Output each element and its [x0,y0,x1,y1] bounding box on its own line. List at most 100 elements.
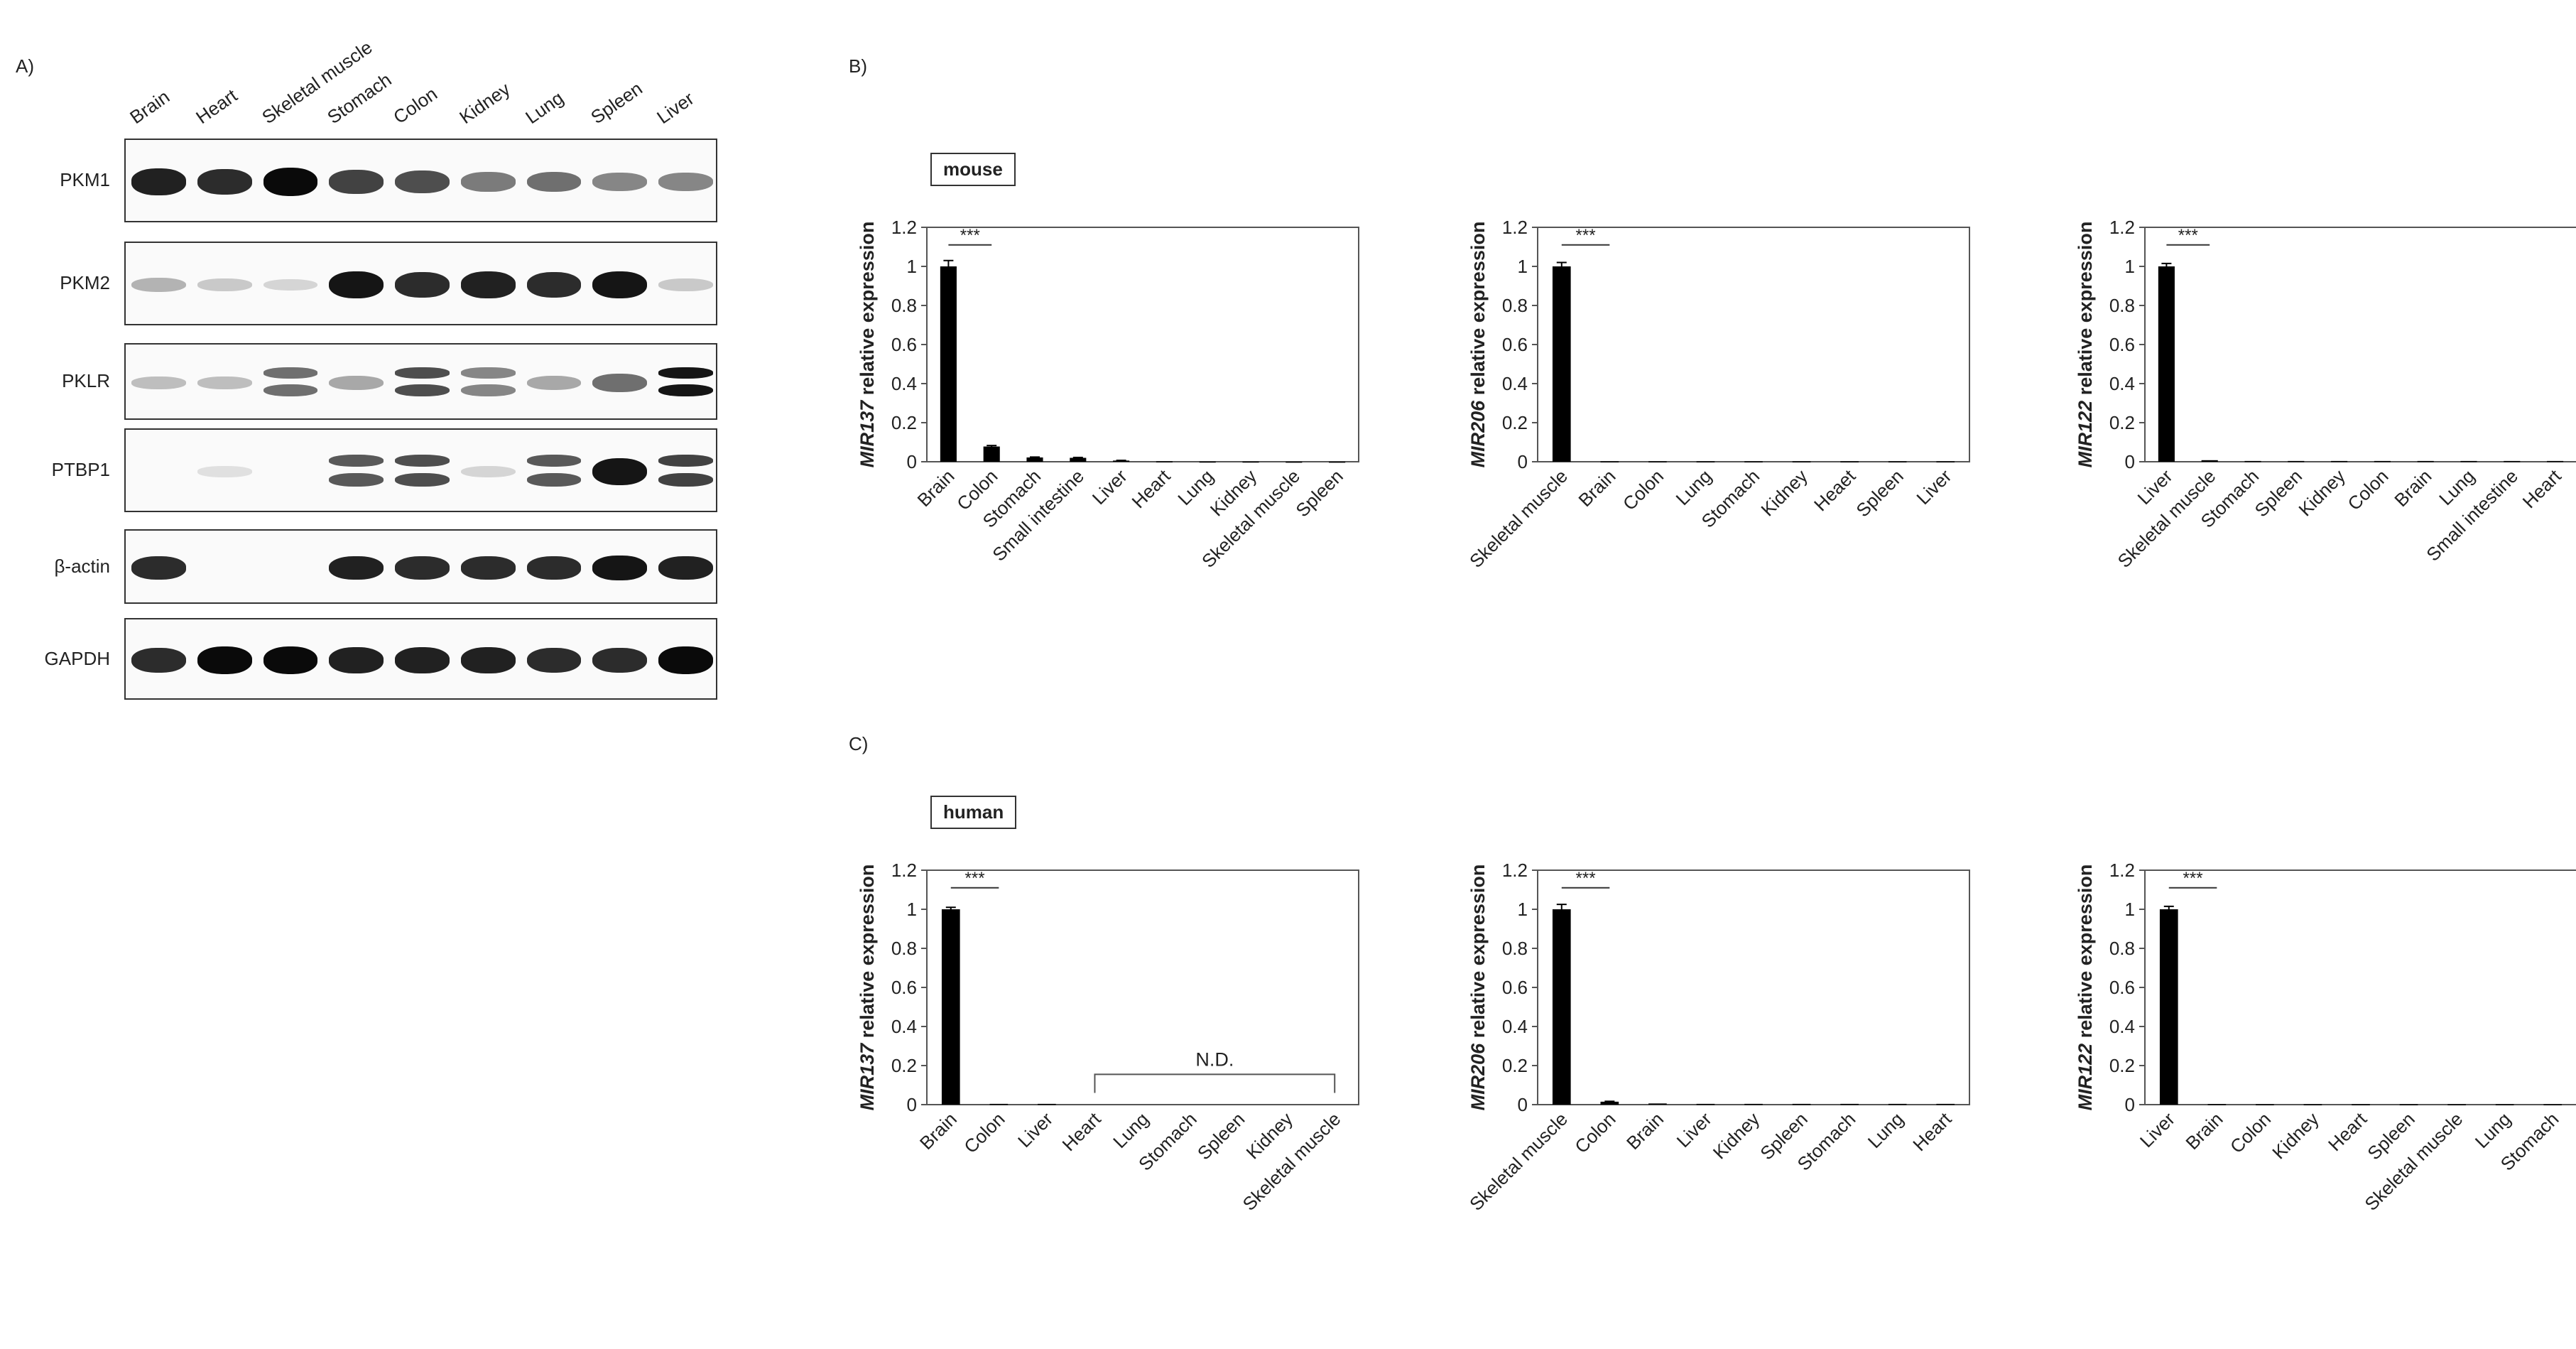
blot-band [460,556,516,580]
lane-label: Colon [389,82,442,129]
y-tick-label: 0.2 [1502,1055,1528,1076]
blot-band [395,170,450,194]
blot-row [124,139,717,222]
blot-band [460,271,516,298]
lane-label: Skeletal muscle [257,36,376,129]
blot-band [197,376,252,389]
y-tick-label: 1.2 [1502,217,1528,238]
x-tick-label: Liver [1013,1108,1057,1152]
bar [1552,266,1571,462]
y-tick-label: 0 [907,1094,917,1115]
bar [940,266,957,462]
blot-band [131,277,186,293]
bar [2303,1104,2322,1105]
plot-area [2144,869,2576,1105]
x-tick-label: Brain [2181,1108,2227,1154]
bar [1936,461,1955,462]
bar [989,1103,1009,1105]
blot-band [526,473,582,487]
bar [2374,460,2391,462]
y-tick-label: 1.2 [1502,860,1528,881]
y-tick-label: 0.6 [891,977,917,998]
nd-bracket [1094,1073,1336,1093]
x-tick-label: Colon [1619,465,1668,514]
lane-label: Spleen [587,77,647,129]
y-tick-label: 0.8 [891,938,917,959]
bar [2207,1104,2227,1105]
bar-chart-mouse-mir122: 0 0.2 0.4 0.6 0.8 1 1.2 MIR122 relative express… [2075,217,2576,572]
plot-area [1537,869,1970,1105]
x-tick-label: Brain [913,465,959,511]
bar [1648,1103,1667,1105]
y-axis-gene: MIR122 [2075,1044,2096,1111]
blot-band [395,556,450,580]
x-tick-label: Lung [1864,1108,1908,1152]
y-tick-label: 0.2 [2109,412,2135,433]
blot-band [592,173,648,191]
blot-band [329,473,384,487]
bar [1156,461,1173,462]
significance-label: *** [2183,869,2203,888]
x-tick-label: Skeletal muscle [1465,465,1572,572]
bar [2460,460,2477,462]
lane-label: Heart [191,85,241,129]
blot-row-label: PKM2 [60,272,110,293]
x-tick-label: Heart [1058,1107,1106,1155]
blot-band [263,167,318,197]
bar [2159,909,2178,1105]
y-tick-label: 0 [2125,1094,2135,1115]
x-tick-label: Spleen [1852,465,1907,521]
y-tick-label: 1 [907,256,917,277]
blot-band [526,647,582,673]
y-tick-label: 0.4 [2109,1016,2135,1037]
y-axis-suffix: relative expression [857,222,878,401]
x-tick-label: Brain [915,1108,961,1154]
bar [1286,461,1303,463]
blot-band [131,376,186,389]
y-axis-suffix: relative expression [2075,865,2096,1044]
y-tick-label: 0.8 [1502,295,1528,316]
significance-label: *** [2178,226,2198,245]
x-tick-label: Liver [1912,465,1955,509]
x-tick-label: Brain [1574,465,1619,511]
bar [1792,1103,1811,1105]
lane-label: Brain [126,85,174,129]
blot-band [592,271,648,299]
blot-band [197,168,252,195]
y-axis-gene: MIR122 [2075,401,2096,468]
blot-band [263,367,318,379]
panel-b-label: B) [849,55,867,77]
y-axis-suffix: relative expression [1467,865,1489,1044]
blot-band [329,170,384,194]
bar [2495,1104,2514,1105]
bar [2399,1104,2418,1105]
y-tick-label: 0.8 [891,295,917,316]
lane-label: Liver [653,87,698,129]
blot-band [197,466,252,477]
significance-label: *** [960,226,980,245]
y-axis-label: MIR206 relative expression [1467,865,1489,1111]
x-tick-label: Brain [1622,1108,1668,1154]
x-tick-label: Heart [2518,465,2566,512]
y-tick-label: 1 [2125,256,2135,277]
bar [2288,460,2305,462]
x-tick-label: Spleen [1291,465,1347,521]
x-tick-label: Liver [2136,1108,2179,1152]
blot-band [460,384,516,397]
blot-band [131,168,186,195]
bar [1888,461,1907,462]
y-tick-label: 0.6 [2109,977,2135,998]
x-tick-label: Lung [1672,465,1716,509]
x-tick-label: Kidney [2268,1108,2322,1163]
x-tick-label: Spleen [2251,465,2306,521]
x-tick-label: Colon [2226,1108,2275,1157]
x-tick-label: Colon [960,1108,1009,1157]
y-axis-label: MIR122 relative expression [2075,222,2096,468]
y-tick-label: 0.4 [2109,373,2135,394]
blot-band [658,367,713,379]
blot-band [526,171,582,193]
bar [1242,461,1259,463]
x-tick-label: Heart [1127,465,1175,512]
blot-band [460,172,516,192]
bar [1744,1103,1763,1105]
